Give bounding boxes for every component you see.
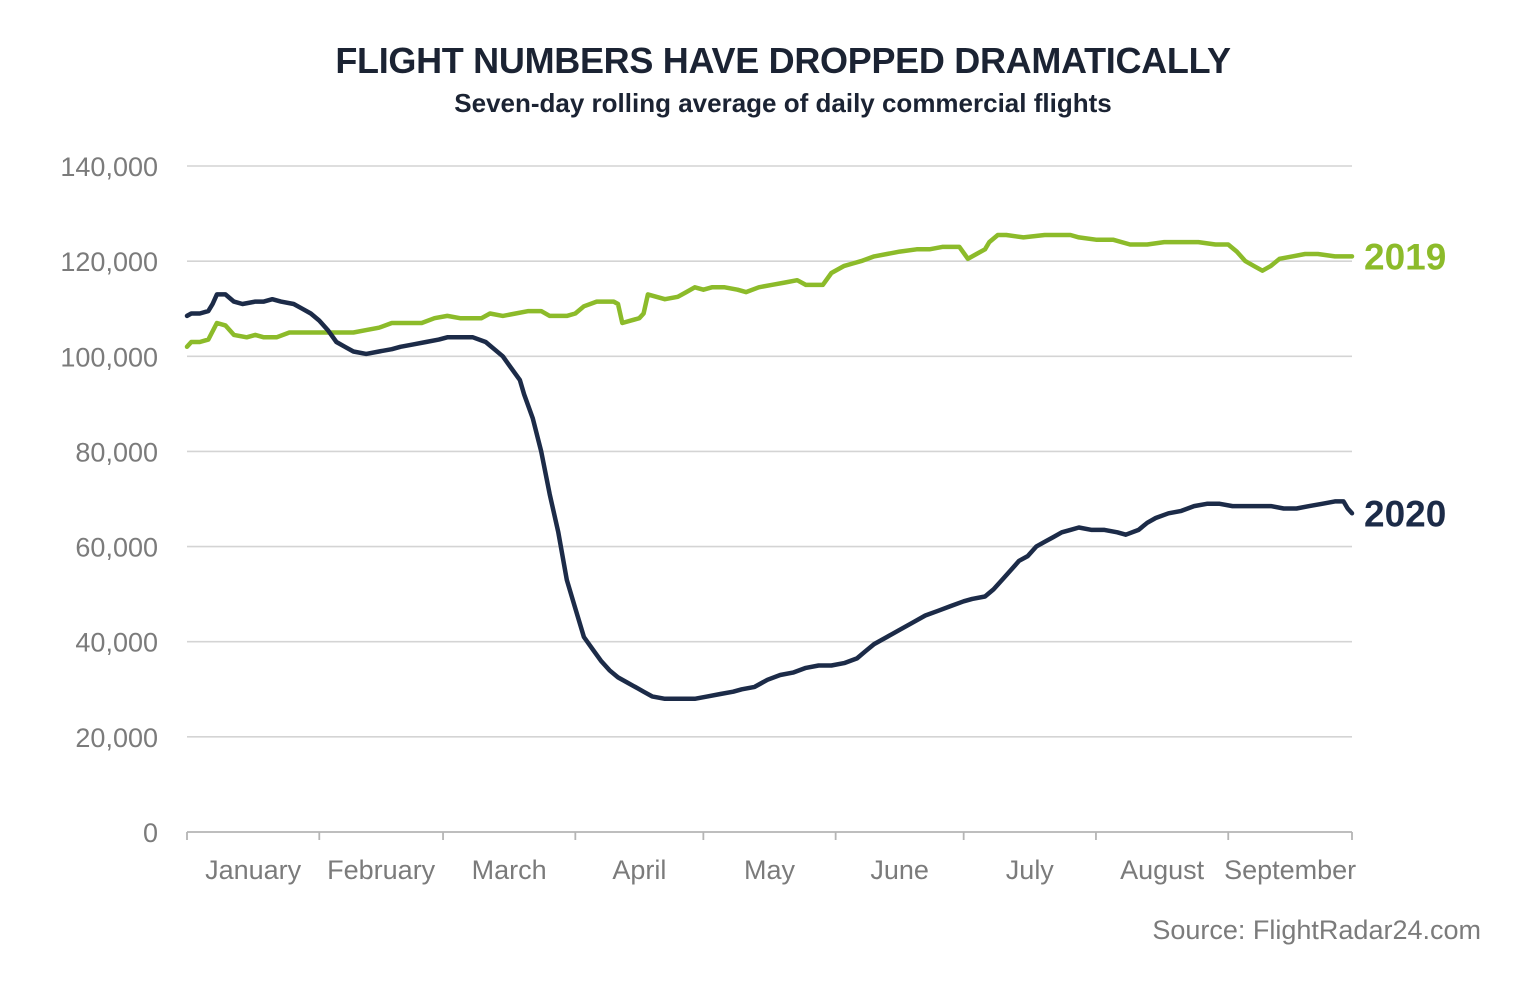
y-axis: 0 20,000 40,000 60,000 80,000 100,000 120,000 1…	[60, 152, 158, 848]
y-tick-label: 100,000	[60, 342, 158, 372]
source-note: Source: FlightRadar24.com	[1152, 915, 1481, 945]
gridlines	[187, 165, 1352, 738]
y-tick-label: 20,000	[75, 723, 158, 753]
x-tick-label: March	[472, 855, 547, 885]
series-group	[184, 232, 1355, 702]
series-line-2020	[184, 292, 1355, 702]
x-tick-label: June	[870, 855, 929, 885]
x-tick-label: May	[744, 855, 796, 885]
x-tick-label: February	[327, 855, 436, 885]
y-tick-label: 0	[143, 818, 158, 848]
y-tick-label: 140,000	[60, 152, 158, 182]
y-tick-label: 60,000	[75, 533, 158, 563]
x-tick-label: April	[612, 855, 666, 885]
chart-title: FLIGHT NUMBERS HAVE DROPPED DRAMATICALLY	[335, 40, 1231, 81]
series-label-2019: 2019	[1364, 236, 1446, 277]
series-labels: 2019 2020	[1364, 236, 1446, 534]
x-tick-label: July	[1006, 855, 1055, 885]
x-tick-label: August	[1120, 855, 1205, 885]
x-tick-label: September	[1224, 855, 1356, 885]
y-tick-label: 80,000	[75, 437, 158, 467]
y-tick-label: 120,000	[60, 247, 158, 277]
y-tick-label: 40,000	[75, 628, 158, 658]
x-axis: January February March April May June July Augu…	[186, 831, 1356, 885]
series-label-2020: 2020	[1364, 493, 1446, 534]
chart-subtitle: Seven-day rolling average of daily comme…	[454, 88, 1112, 118]
series-line-2019	[184, 232, 1355, 350]
x-tick-label: January	[205, 855, 302, 885]
